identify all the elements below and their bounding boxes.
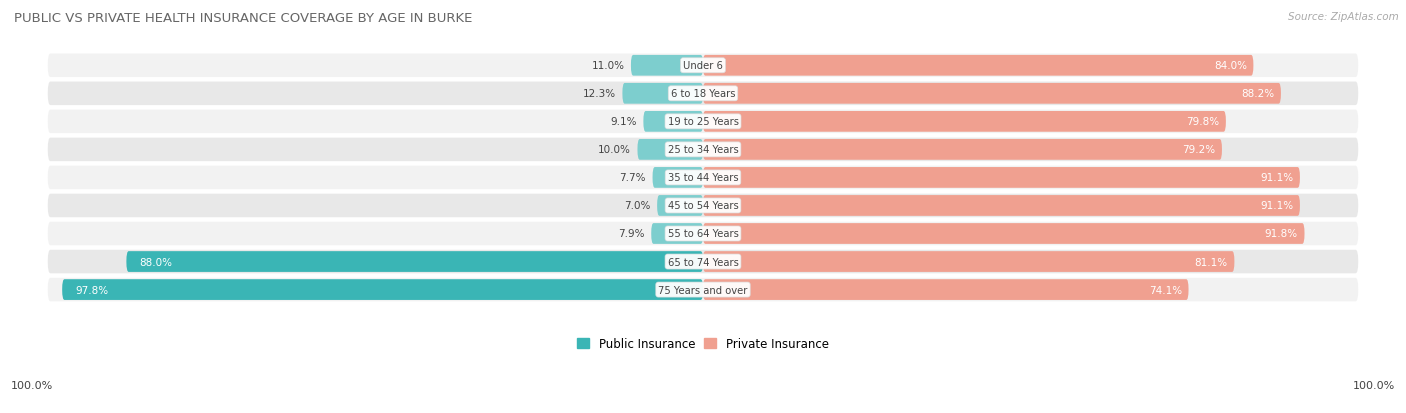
Text: 7.0%: 7.0% — [624, 201, 651, 211]
Text: 12.3%: 12.3% — [582, 89, 616, 99]
FancyBboxPatch shape — [127, 252, 703, 272]
Text: 9.1%: 9.1% — [610, 117, 637, 127]
FancyBboxPatch shape — [703, 56, 1253, 76]
Text: 7.9%: 7.9% — [619, 229, 645, 239]
Text: 97.8%: 97.8% — [76, 285, 108, 295]
FancyBboxPatch shape — [48, 138, 1358, 162]
FancyBboxPatch shape — [631, 56, 703, 76]
FancyBboxPatch shape — [703, 223, 1305, 244]
Text: 75 Years and over: 75 Years and over — [658, 285, 748, 295]
FancyBboxPatch shape — [48, 222, 1358, 246]
Text: 7.7%: 7.7% — [620, 173, 645, 183]
Text: 65 to 74 Years: 65 to 74 Years — [668, 257, 738, 267]
FancyBboxPatch shape — [652, 168, 703, 188]
Text: 91.1%: 91.1% — [1260, 173, 1294, 183]
FancyBboxPatch shape — [703, 168, 1301, 188]
Text: 91.8%: 91.8% — [1265, 229, 1298, 239]
Text: 35 to 44 Years: 35 to 44 Years — [668, 173, 738, 183]
Text: 45 to 54 Years: 45 to 54 Years — [668, 201, 738, 211]
FancyBboxPatch shape — [62, 280, 703, 300]
FancyBboxPatch shape — [48, 250, 1358, 274]
FancyBboxPatch shape — [623, 84, 703, 104]
Text: 19 to 25 Years: 19 to 25 Years — [668, 117, 738, 127]
Text: Source: ZipAtlas.com: Source: ZipAtlas.com — [1288, 12, 1399, 22]
FancyBboxPatch shape — [703, 140, 1222, 160]
Text: 81.1%: 81.1% — [1195, 257, 1227, 267]
FancyBboxPatch shape — [703, 112, 1226, 133]
Text: 74.1%: 74.1% — [1149, 285, 1182, 295]
FancyBboxPatch shape — [703, 252, 1234, 272]
FancyBboxPatch shape — [48, 110, 1358, 134]
Text: PUBLIC VS PRIVATE HEALTH INSURANCE COVERAGE BY AGE IN BURKE: PUBLIC VS PRIVATE HEALTH INSURANCE COVER… — [14, 12, 472, 25]
Text: 55 to 64 Years: 55 to 64 Years — [668, 229, 738, 239]
Text: 6 to 18 Years: 6 to 18 Years — [671, 89, 735, 99]
Text: 88.0%: 88.0% — [139, 257, 173, 267]
Legend: Public Insurance, Private Insurance: Public Insurance, Private Insurance — [572, 332, 834, 355]
Text: 91.1%: 91.1% — [1260, 201, 1294, 211]
Text: 10.0%: 10.0% — [598, 145, 631, 155]
Text: 84.0%: 84.0% — [1213, 61, 1247, 71]
Text: 11.0%: 11.0% — [592, 61, 624, 71]
FancyBboxPatch shape — [48, 82, 1358, 106]
FancyBboxPatch shape — [703, 196, 1301, 216]
Text: 100.0%: 100.0% — [1353, 380, 1395, 390]
FancyBboxPatch shape — [48, 55, 1358, 78]
FancyBboxPatch shape — [703, 280, 1188, 300]
FancyBboxPatch shape — [703, 84, 1281, 104]
Text: 79.2%: 79.2% — [1182, 145, 1215, 155]
Text: 79.8%: 79.8% — [1187, 117, 1219, 127]
FancyBboxPatch shape — [48, 166, 1358, 190]
FancyBboxPatch shape — [657, 196, 703, 216]
FancyBboxPatch shape — [651, 223, 703, 244]
Text: 25 to 34 Years: 25 to 34 Years — [668, 145, 738, 155]
Text: Under 6: Under 6 — [683, 61, 723, 71]
FancyBboxPatch shape — [644, 112, 703, 133]
Text: 100.0%: 100.0% — [11, 380, 53, 390]
Text: 88.2%: 88.2% — [1241, 89, 1274, 99]
FancyBboxPatch shape — [48, 194, 1358, 218]
FancyBboxPatch shape — [637, 140, 703, 160]
FancyBboxPatch shape — [48, 278, 1358, 301]
